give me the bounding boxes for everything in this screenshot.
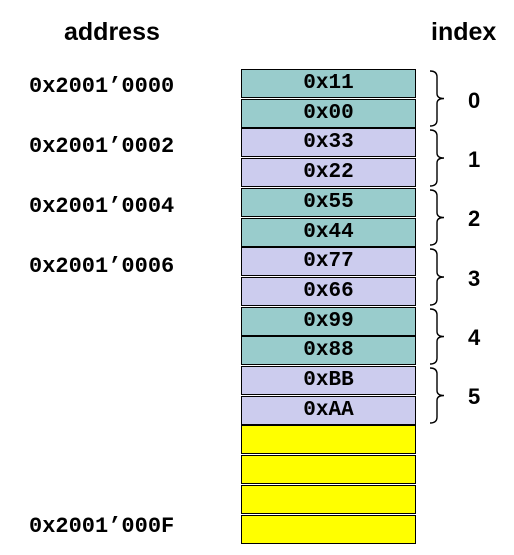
address-label: 0x2001’0004 [29,194,175,219]
memory-cell: 0x33 [241,128,416,157]
index-brace [429,248,445,306]
index-label: 5 [468,384,481,409]
index-label: 3 [468,266,481,291]
index-heading: index [431,18,497,46]
memory-cell [241,485,416,514]
index-label: 4 [468,325,481,350]
index-brace [429,70,445,127]
address-label: 0x2001’000F [29,514,175,539]
memory-cell [241,425,416,454]
memory-cell: 0x11 [241,69,416,98]
memory-cell: 0x99 [241,307,416,336]
memory-cell: 0x77 [241,247,416,276]
memory-cell: 0x88 [241,336,416,365]
index-label: 2 [468,206,481,231]
index-brace [429,367,445,424]
memory-cell [241,515,416,544]
address-label: 0x2001’0000 [29,74,175,99]
memory-cell: 0x55 [241,188,416,217]
memory-cell [241,455,416,484]
index-brace [429,129,445,187]
index-brace [429,189,445,246]
address-heading: address [64,18,160,46]
memory-cell: 0x00 [241,99,416,128]
memory-cell: 0xAA [241,396,416,425]
memory-cell: 0xBB [241,366,416,395]
memory-cell: 0x22 [241,158,416,187]
memory-cell: 0x66 [241,277,416,306]
index-brace [429,308,445,365]
index-label: 1 [468,147,481,172]
index-label: 0 [468,88,481,113]
memory-cell: 0x44 [241,218,416,247]
address-label: 0x2001’0006 [29,254,175,279]
address-label: 0x2001’0002 [29,134,175,159]
